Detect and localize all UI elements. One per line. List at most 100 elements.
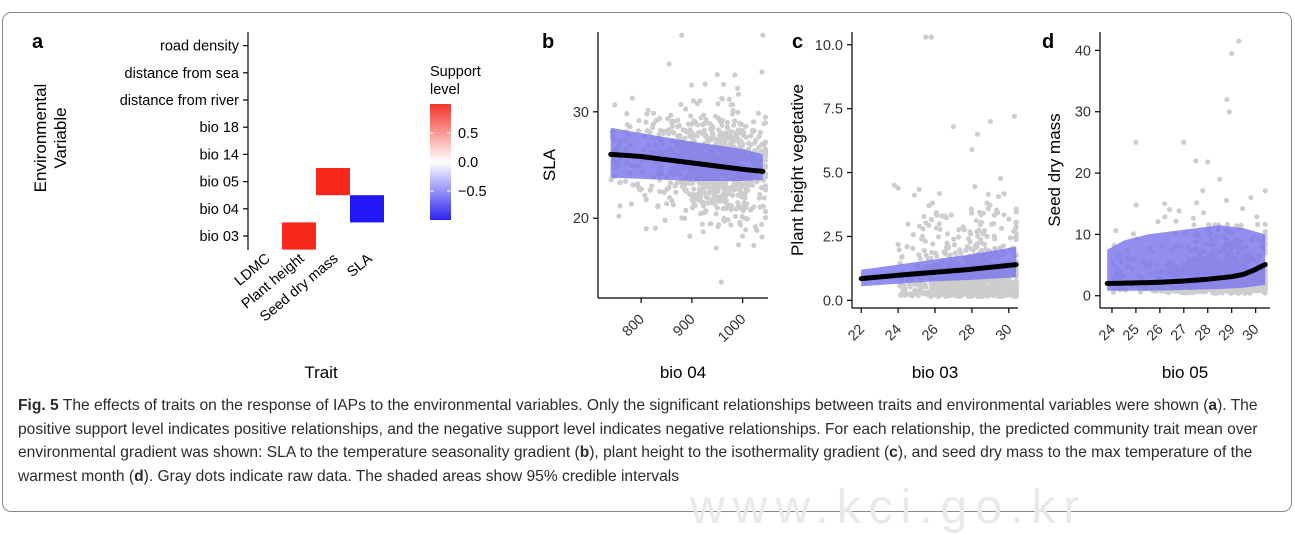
raw-data-point	[1000, 287, 1005, 292]
raw-data-point	[655, 203, 660, 208]
raw-data-point	[714, 245, 719, 250]
y-tick-label: 0	[1083, 289, 1091, 305]
raw-data-point	[945, 241, 950, 246]
raw-data-point	[993, 287, 998, 292]
raw-data-point	[760, 33, 765, 38]
x-tick-label: 26	[919, 322, 942, 345]
raw-data-point	[930, 241, 935, 246]
raw-data-point	[715, 224, 720, 229]
raw-data-point	[1167, 207, 1172, 212]
raw-data-point	[701, 203, 706, 208]
raw-data-point	[723, 195, 728, 200]
raw-data-point	[1248, 195, 1253, 200]
raw-data-point	[941, 250, 946, 255]
raw-data-point	[736, 92, 741, 97]
raw-data-point	[666, 185, 671, 190]
raw-data-point	[646, 108, 651, 113]
x-tick-label: 24	[1096, 322, 1119, 345]
raw-data-point	[1014, 237, 1019, 242]
raw-data-point	[707, 190, 712, 195]
x-tick-label: 22	[845, 322, 868, 345]
x-tick-label: 28	[1192, 322, 1215, 345]
raw-data-point	[896, 242, 901, 247]
raw-data-point	[1162, 214, 1167, 219]
raw-data-point	[1001, 243, 1006, 248]
legend-tick-label: 0.0	[458, 155, 478, 171]
raw-data-point	[624, 111, 629, 116]
raw-data-point	[654, 118, 659, 123]
raw-data-point	[682, 216, 687, 221]
raw-data-point	[974, 287, 979, 292]
raw-data-point	[657, 189, 662, 194]
raw-data-point	[929, 35, 934, 40]
heatmap-y-tick-label: bio 05	[199, 175, 239, 191]
raw-data-point	[629, 201, 634, 206]
raw-data-point	[892, 183, 897, 188]
y-tick-label: 20	[573, 211, 589, 227]
raw-data-point	[953, 250, 958, 255]
raw-data-point	[751, 243, 756, 248]
raw-data-point	[1191, 216, 1196, 221]
raw-data-point	[673, 190, 678, 195]
raw-data-point	[670, 119, 675, 124]
scatter-panel-b: 2030800 900 1000bio 04SLA	[540, 32, 768, 382]
raw-data-point	[722, 141, 727, 146]
raw-data-point	[714, 211, 719, 216]
raw-data-point	[636, 118, 641, 123]
heatmap-y-tick-label: bio 14	[199, 147, 239, 163]
raw-data-point	[1177, 208, 1182, 213]
raw-data-point	[994, 279, 999, 284]
x-tick-label: 28	[956, 322, 979, 345]
raw-data-point	[950, 285, 955, 290]
raw-data-point	[728, 222, 733, 227]
raw-data-point	[917, 291, 922, 296]
raw-data-point	[1237, 290, 1242, 295]
x-axis-title: bio 04	[660, 363, 706, 382]
caption-text-3: ), plant height to the isothermality gra…	[589, 444, 889, 461]
caption-label: Fig. 5	[18, 397, 59, 414]
raw-data-point	[733, 133, 738, 138]
raw-data-point	[756, 111, 761, 116]
raw-data-point	[759, 69, 764, 74]
raw-data-point	[732, 72, 737, 77]
raw-data-point	[704, 180, 709, 185]
raw-data-point	[758, 130, 763, 135]
heatmap-cell	[316, 168, 350, 195]
raw-data-point	[989, 222, 994, 227]
heatmap-y-axis-title-line2: Variable	[51, 107, 70, 168]
caption-text-1: The effects of traits on the response of…	[63, 397, 1209, 414]
raw-data-point	[1201, 210, 1206, 215]
raw-data-point	[953, 293, 958, 298]
y-tick-label: 30	[1075, 105, 1091, 121]
raw-data-point	[618, 180, 623, 185]
raw-data-point	[1008, 235, 1013, 240]
y-tick-label: 10.0	[815, 38, 843, 54]
raw-data-point	[683, 208, 688, 213]
y-tick-label: 30	[573, 105, 589, 121]
raw-data-point	[761, 121, 766, 126]
figure-chart: a b c d road densitydistance from seadis…	[0, 0, 1295, 390]
raw-data-point	[710, 132, 715, 137]
raw-data-point	[966, 282, 971, 287]
raw-data-point	[987, 203, 992, 208]
raw-data-point	[1216, 288, 1221, 293]
raw-data-point	[720, 97, 725, 102]
raw-data-point	[760, 234, 765, 239]
caption-ref-c: c	[889, 444, 898, 461]
raw-data-point	[932, 282, 937, 287]
raw-data-point	[630, 182, 635, 187]
raw-data-point	[1230, 288, 1235, 293]
raw-data-point	[1131, 231, 1136, 236]
raw-data-point	[1240, 206, 1245, 211]
legend-tick-label: 0.5	[458, 126, 478, 142]
raw-data-point	[1155, 219, 1160, 224]
raw-data-point	[926, 223, 931, 228]
raw-data-point	[931, 286, 936, 291]
raw-data-point	[904, 291, 909, 296]
raw-data-point	[750, 183, 755, 188]
y-axis-title: Seed dry mass	[1045, 113, 1064, 226]
raw-data-point	[729, 207, 734, 212]
raw-data-point	[913, 282, 918, 287]
raw-data-point	[717, 132, 722, 137]
raw-data-point	[750, 128, 755, 133]
